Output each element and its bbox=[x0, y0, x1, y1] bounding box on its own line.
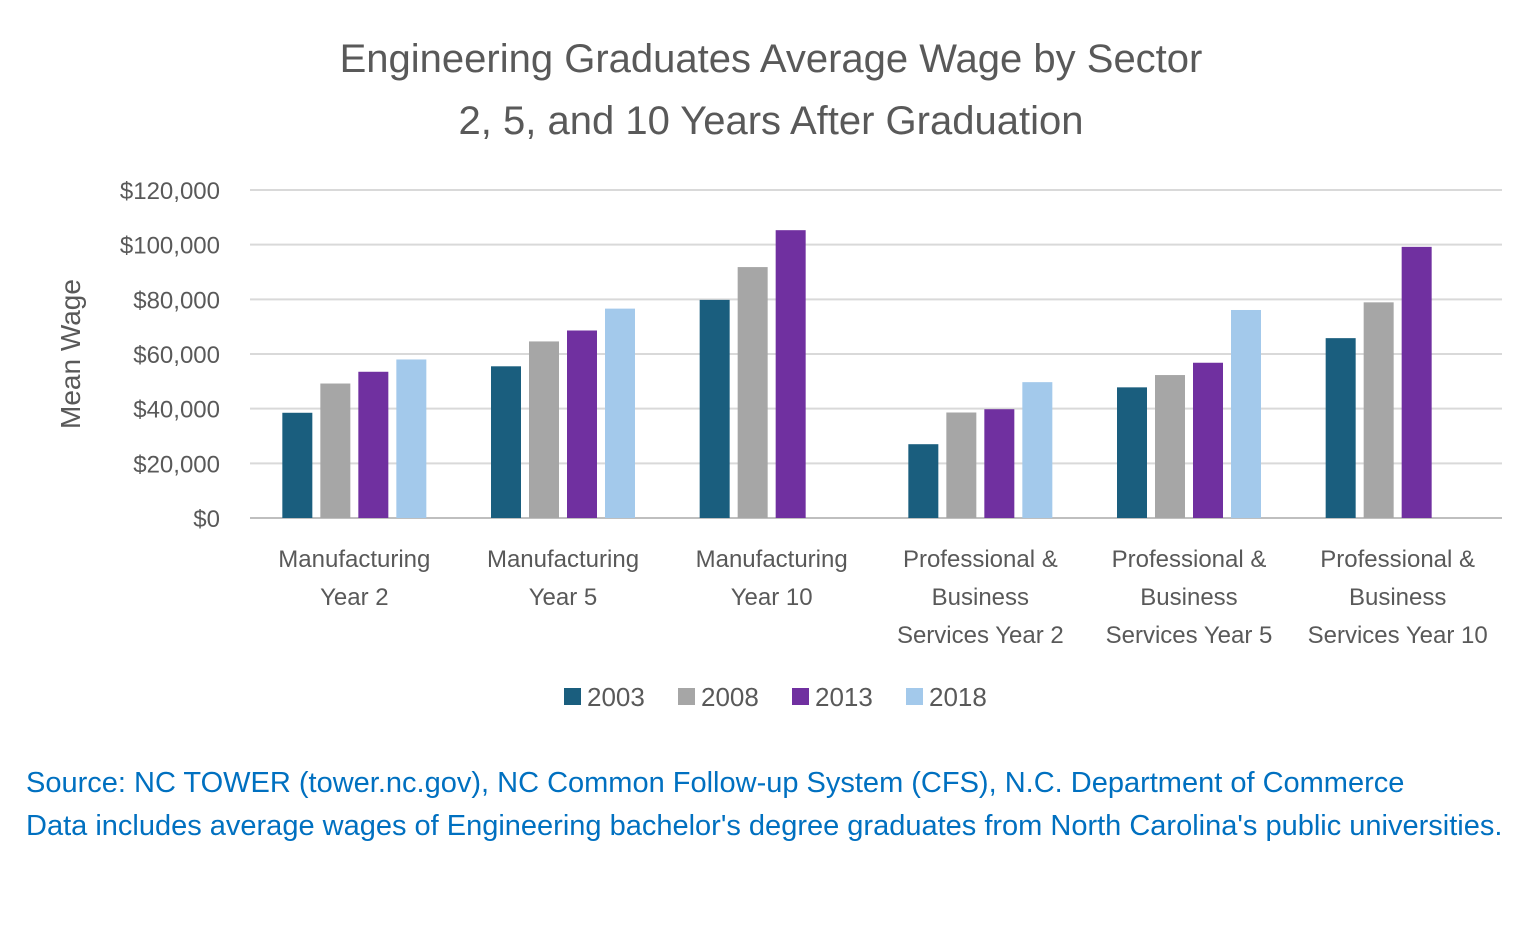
x-category-label: Professional & Business Services Year 5 bbox=[1106, 546, 1273, 649]
x-axis-categories: Manufacturing Year 2 Manufacturing Year 5 Ma… bbox=[278, 546, 1487, 649]
bar-2008 bbox=[946, 412, 977, 518]
legend-swatch-2013 bbox=[792, 688, 809, 705]
bar-2003 bbox=[908, 444, 939, 518]
bar-2003 bbox=[491, 366, 521, 518]
bars bbox=[282, 230, 1432, 518]
gridlines bbox=[250, 189, 1502, 519]
bar-2013 bbox=[775, 230, 806, 518]
bar-2013 bbox=[1193, 362, 1223, 518]
source-line: Source: NC TOWER (tower.nc.gov), NC Comm… bbox=[26, 767, 1405, 799]
x-category-label: Professional & Business Services Year 10 bbox=[1308, 546, 1488, 649]
x-category-label: Manufacturing Year 10 bbox=[696, 546, 848, 611]
chart-title-line: 2, 5, and 10 Years After Graduation bbox=[459, 99, 1084, 143]
x-category-label: Manufacturing Year 5 bbox=[487, 546, 639, 611]
legend-label: 2013 bbox=[815, 682, 873, 712]
legend-swatch-2003 bbox=[564, 688, 581, 705]
bar-2018 bbox=[1231, 309, 1261, 518]
bar-2008 bbox=[320, 383, 351, 518]
legend-label: 2008 bbox=[701, 682, 759, 712]
chart-title: Engineering Graduates Average Wage by Se… bbox=[340, 37, 1203, 143]
source-note: Source: NC TOWER (tower.nc.gov), NC Comm… bbox=[26, 762, 1516, 848]
y-axis-ticks: $0 $20,000 $40,000 $60,000 $80,000 $100,000 $1… bbox=[120, 178, 220, 533]
source-description: Data includes average wages of Engineeri… bbox=[26, 810, 1503, 842]
bar-chart: Engineering Graduates Average Wage by Se… bbox=[55, 37, 1502, 712]
bar-2003 bbox=[1117, 387, 1147, 518]
bar-2008 bbox=[529, 341, 559, 518]
legend-swatch-2018 bbox=[906, 688, 923, 705]
y-tick-label: $120,000 bbox=[120, 178, 220, 205]
y-tick-label: $100,000 bbox=[120, 233, 220, 260]
x-category-label: Professional & Business Services Year 2 bbox=[897, 546, 1064, 649]
bar-2013 bbox=[1401, 246, 1432, 518]
legend-label: 2003 bbox=[587, 682, 645, 712]
x-category-label: Manufacturing Year 2 bbox=[278, 546, 430, 611]
y-axis-title: Mean Wage bbox=[55, 279, 86, 429]
y-tick-label: $20,000 bbox=[133, 451, 220, 478]
y-tick-label: $40,000 bbox=[133, 397, 220, 424]
legend-label: 2018 bbox=[929, 682, 987, 712]
bar-2008 bbox=[1155, 375, 1185, 518]
bar-2013 bbox=[358, 371, 389, 518]
bar-2018 bbox=[396, 359, 427, 518]
y-tick-label: $80,000 bbox=[133, 287, 220, 314]
chart-title-line: Engineering Graduates Average Wage by Se… bbox=[340, 37, 1203, 81]
bar-2013 bbox=[567, 330, 597, 518]
bar-2013 bbox=[984, 409, 1015, 518]
bar-2003 bbox=[282, 412, 313, 518]
y-tick-label: $60,000 bbox=[133, 342, 220, 369]
y-tick-label: $0 bbox=[193, 506, 220, 533]
bar-2008 bbox=[737, 267, 768, 518]
bar-2008 bbox=[1363, 302, 1394, 518]
bar-2018 bbox=[605, 308, 635, 518]
bar-2003 bbox=[699, 299, 730, 518]
bar-2003 bbox=[1325, 338, 1356, 518]
legend-swatch-2008 bbox=[678, 688, 695, 705]
legend: 2003 2008 2013 2018 bbox=[564, 682, 987, 712]
bar-2018 bbox=[1022, 382, 1053, 518]
